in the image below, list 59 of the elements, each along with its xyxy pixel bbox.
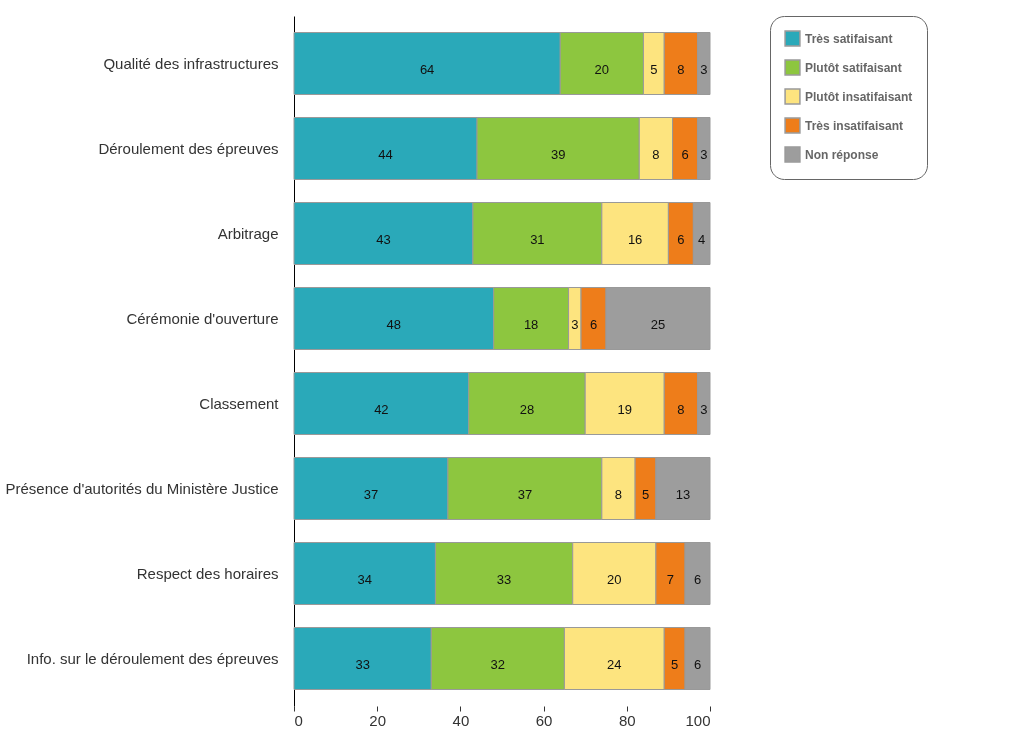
data-label: 43 bbox=[376, 231, 391, 247]
legend-label: Non réponse bbox=[805, 147, 879, 162]
data-label: 48 bbox=[386, 316, 402, 332]
data-label: 32 bbox=[490, 656, 506, 672]
y-tick-label: Déroulement des épreuves bbox=[98, 140, 279, 157]
data-label: 6 bbox=[693, 656, 702, 672]
y-tick-label: Classement bbox=[199, 395, 280, 412]
y-tick-label: Arbitrage bbox=[217, 225, 279, 242]
legend-label: Très insatifaisant bbox=[805, 118, 904, 133]
data-label: 34 bbox=[357, 571, 372, 587]
data-label: 6 bbox=[589, 316, 598, 332]
y-tick-label: Cérémonie d'ouverture bbox=[126, 310, 279, 327]
data-label: 8 bbox=[677, 61, 685, 77]
data-label: 16 bbox=[627, 231, 643, 247]
y-tick-label: Respect des horaires bbox=[136, 565, 279, 582]
x-tick-label: 80 bbox=[618, 711, 636, 729]
data-label: 5 bbox=[650, 61, 658, 77]
legend-label: Très satifaisant bbox=[805, 31, 893, 46]
data-label: 4 bbox=[698, 231, 706, 247]
data-label: 33 bbox=[496, 571, 512, 587]
data-label: 64 bbox=[419, 61, 435, 77]
y-tick-label: Présence d'autorités du Ministère Justice bbox=[5, 480, 279, 497]
data-label: 28 bbox=[519, 401, 535, 417]
x-tick-label: 20 bbox=[369, 711, 387, 729]
data-label: 37 bbox=[517, 486, 533, 502]
data-label: 37 bbox=[363, 486, 379, 502]
data-label: 20 bbox=[607, 571, 622, 587]
legend-label: Plutôt satifaisant bbox=[805, 60, 902, 75]
data-label: 6 bbox=[677, 231, 685, 247]
data-label: 5 bbox=[641, 486, 650, 502]
data-label: 7 bbox=[666, 571, 675, 587]
data-label: 5 bbox=[671, 656, 679, 672]
data-label: 3 bbox=[571, 316, 579, 332]
data-label: 42 bbox=[374, 401, 389, 417]
data-label: 8 bbox=[652, 146, 660, 162]
x-tick-label: 40 bbox=[452, 711, 470, 729]
data-label: 13 bbox=[675, 486, 691, 502]
data-label: 39 bbox=[550, 146, 566, 162]
y-tick-label: Info. sur le déroulement des épreuves bbox=[26, 650, 279, 667]
data-label: 8 bbox=[677, 401, 685, 417]
data-label: 31 bbox=[530, 231, 545, 247]
data-label: 3 bbox=[700, 401, 708, 417]
data-label: 20 bbox=[594, 61, 610, 77]
data-label: 44 bbox=[378, 146, 393, 162]
data-label: 18 bbox=[523, 316, 539, 332]
data-label: 25 bbox=[650, 316, 666, 332]
x-tick-label: 60 bbox=[535, 711, 553, 729]
data-label: 6 bbox=[693, 571, 702, 587]
y-tick-label: Qualité des infrastructures bbox=[103, 55, 279, 72]
data-label: 3 bbox=[700, 146, 708, 162]
legend-label: Plutôt insatifaisant bbox=[805, 89, 913, 104]
data-label: 33 bbox=[355, 656, 370, 672]
data-label: 3 bbox=[700, 61, 708, 77]
data-label: 19 bbox=[617, 401, 632, 417]
data-label: 6 bbox=[681, 146, 689, 162]
data-label: 24 bbox=[607, 656, 622, 672]
x-tick-label: 0 bbox=[294, 711, 303, 729]
data-label: 8 bbox=[614, 486, 623, 502]
x-tick-label: 100 bbox=[685, 711, 711, 729]
